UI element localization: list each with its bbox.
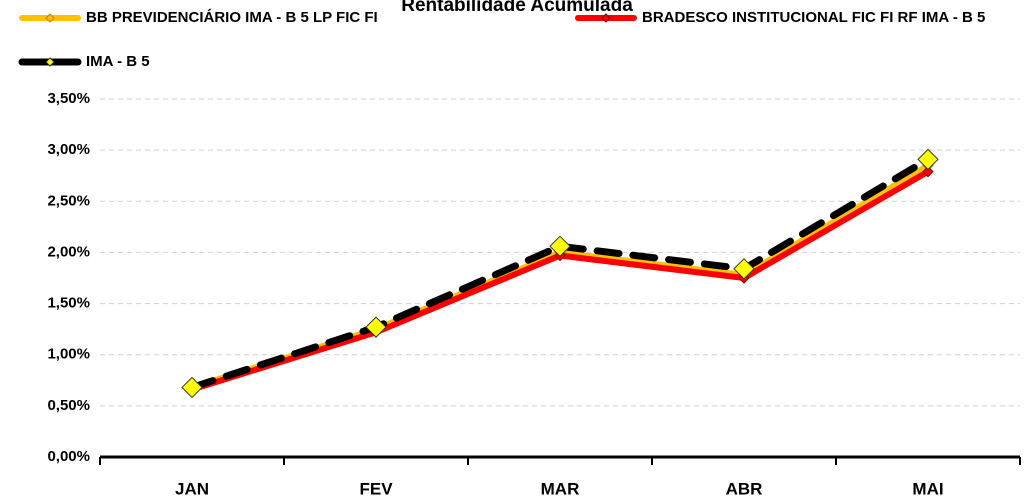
series-line bbox=[189, 168, 931, 393]
y-tick-label: 2,00% bbox=[47, 243, 90, 260]
y-tick-label: 0,00% bbox=[47, 448, 90, 465]
data-point bbox=[922, 165, 934, 178]
y-tick-label: 1,50% bbox=[47, 295, 90, 312]
series-line bbox=[188, 155, 932, 391]
data-point bbox=[365, 316, 387, 338]
data-point bbox=[733, 258, 755, 280]
y-tick-label: 1,00% bbox=[47, 346, 90, 363]
y-tick-label: 3,00% bbox=[47, 141, 90, 158]
data-point bbox=[549, 235, 571, 257]
x-tick-label: FEV bbox=[359, 479, 393, 498]
x-tick-label: ABR bbox=[726, 479, 763, 498]
y-tick-label: 2,50% bbox=[47, 192, 90, 209]
y-tick-label: 3,50% bbox=[47, 90, 90, 107]
legend-marker bbox=[45, 13, 55, 23]
data-point bbox=[181, 376, 203, 399]
y-tick-label: 0,50% bbox=[47, 397, 90, 414]
data-point bbox=[917, 148, 939, 171]
x-tick-label: MAI bbox=[912, 479, 943, 498]
legend-label: BB PREVIDENCIÁRIO IMA - B 5 LP FIC FI bbox=[86, 9, 378, 26]
legend-marker bbox=[601, 13, 611, 23]
legend-marker bbox=[45, 57, 55, 67]
chart-title: Rentabilidade Acumulada bbox=[401, 0, 633, 16]
x-tick-label: MAR bbox=[541, 479, 580, 498]
x-tick-label: JAN bbox=[175, 479, 209, 498]
legend-label: BRADESCO INSTITUCIONAL FIC FI RF IMA - B… bbox=[642, 9, 985, 26]
legend-label: IMA - B 5 bbox=[86, 53, 150, 70]
